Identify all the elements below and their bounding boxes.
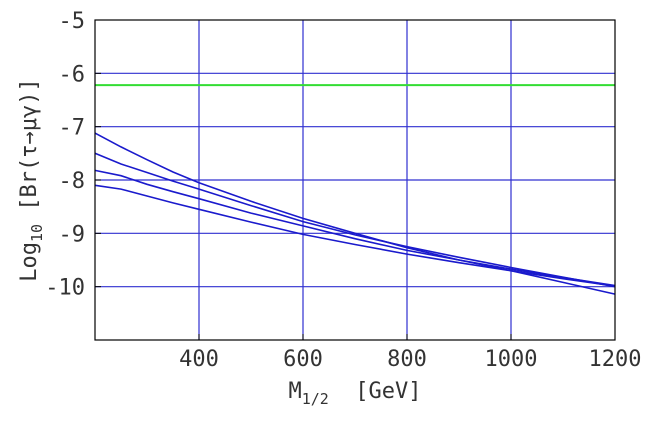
grid-layer	[95, 20, 615, 340]
x-tick-label: 400	[179, 347, 219, 372]
y-tick-label: -8	[59, 169, 86, 194]
y-tick-label: -10	[45, 276, 85, 301]
x-tick-label: 800	[387, 347, 427, 372]
y-tick-label: -6	[59, 62, 86, 87]
y-axis-title: Log10 [Br(τ→μγ)]	[17, 78, 46, 282]
y-tick-label: -5	[59, 9, 86, 34]
x-axis-title: M1/2 [GeV]	[288, 379, 421, 408]
y-axis-ticks: -5 -6 -7 -8 -9 -10	[45, 9, 101, 301]
series-layer	[94, 132, 616, 295]
x-axis-ticks: 400 600 800 1000 1200	[179, 334, 641, 372]
series-line-3	[94, 169, 616, 287]
x-tick-label: 1200	[589, 347, 642, 372]
series-line-1	[94, 132, 616, 295]
y-tick-label: -9	[59, 222, 86, 247]
x-tick-label: 1000	[485, 347, 538, 372]
x-tick-label: 600	[283, 347, 323, 372]
series-line-2	[94, 152, 616, 288]
series-line-4	[94, 184, 616, 287]
y-tick-label: -7	[59, 116, 86, 141]
